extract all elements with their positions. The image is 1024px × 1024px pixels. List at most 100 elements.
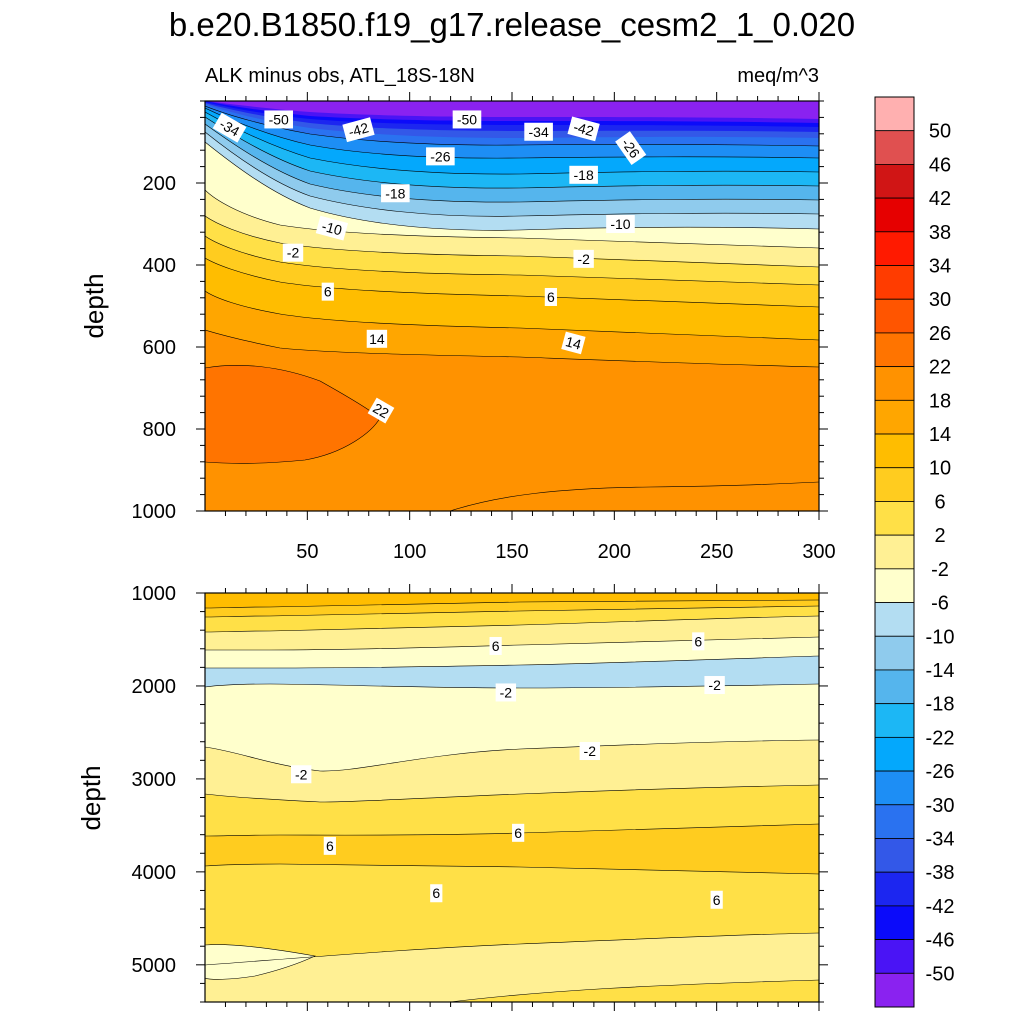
colorbar-swatch xyxy=(874,96,915,132)
contour-label-bg xyxy=(290,765,312,784)
colorbar-label: 10 xyxy=(929,458,951,480)
contour-label: -26 xyxy=(426,147,455,166)
colorbar-swatch xyxy=(874,366,915,401)
colorbar-swatch xyxy=(874,534,915,570)
colorbar-label: -38 xyxy=(926,862,955,884)
y-tick-label: 1000 xyxy=(132,501,177,523)
contour-label-text: 6 xyxy=(432,885,440,901)
contour-label-text: 6 xyxy=(326,838,334,854)
colorbar-swatch xyxy=(874,130,915,165)
colorbar-swatch xyxy=(874,804,915,839)
y-tick-label: 200 xyxy=(143,173,176,195)
contour-label-text: 6 xyxy=(514,825,522,841)
y-tick-label: 2000 xyxy=(132,676,177,698)
y-tick-label: 800 xyxy=(143,419,176,441)
colorbar-label: 34 xyxy=(929,256,951,278)
contour-label-bg xyxy=(367,397,395,424)
contour-label-bg xyxy=(704,676,725,695)
contour-label-bg xyxy=(452,110,482,129)
contour-label: 22 xyxy=(367,397,395,424)
colorbar-label: -42 xyxy=(926,896,955,918)
x-tick-label: 200 xyxy=(598,541,631,563)
contour-label-text: -18 xyxy=(385,185,405,201)
contour-label: -50 xyxy=(452,110,482,129)
colorbar-swatch xyxy=(874,669,915,705)
contour-label-text: -2 xyxy=(584,743,597,759)
contour-label: -34 xyxy=(212,112,247,143)
contour-label: -2 xyxy=(579,742,600,761)
colorbar-swatch xyxy=(874,736,915,772)
contour-label-text: 6 xyxy=(694,633,702,649)
contour-label-text: -2 xyxy=(500,684,513,700)
colorbar-label: -22 xyxy=(926,727,955,749)
colorbar-swatch xyxy=(874,332,915,368)
units-label: meq/m^3 xyxy=(737,65,819,87)
colorbar: 50 46 42 38 34 30 26 22 18 14 10 6 2 -2 -6 -10 -14 -18 -22… xyxy=(874,96,955,1008)
upper-contour-field xyxy=(205,101,819,511)
colorbar-swatch xyxy=(874,703,915,738)
colorbar-label: 30 xyxy=(929,289,951,311)
colorbar-swatch xyxy=(874,972,915,1008)
contour-label: 6 xyxy=(710,890,723,909)
colorbar-label: 14 xyxy=(929,424,951,446)
colorbar-swatch xyxy=(874,905,915,940)
contour-label: -2 xyxy=(704,676,725,695)
contour-label-text: -2 xyxy=(287,245,300,261)
contour-label-bg xyxy=(495,683,517,702)
contour-label-text: -50 xyxy=(269,111,289,127)
colorbar-swatch xyxy=(874,265,915,300)
contour-label-bg xyxy=(315,215,349,241)
contour-label: -2 xyxy=(290,765,312,784)
colorbar-label: -46 xyxy=(926,930,955,952)
colorbar-label: -34 xyxy=(926,828,955,850)
contour-label-text: 22 xyxy=(370,400,392,422)
y-tick-label: 5000 xyxy=(132,955,177,977)
contour-label: 6 xyxy=(489,636,502,655)
contour-label: 6 xyxy=(512,823,525,842)
y-tick-label: 3000 xyxy=(132,769,177,791)
upper-y-axis-label: depth xyxy=(79,273,109,338)
contour-label-text: -50 xyxy=(457,111,477,127)
contour-label: 14 xyxy=(366,329,388,348)
colorbar-swatch xyxy=(874,197,915,233)
contour-label-text: 6 xyxy=(547,289,555,305)
contour-label-text: 14 xyxy=(564,333,583,353)
y-tick-label: 400 xyxy=(143,255,176,277)
colorbar-frame xyxy=(874,96,915,1008)
colorbar-label: -10 xyxy=(926,626,955,648)
colorbar-label: 22 xyxy=(929,357,951,379)
contour-label-text: -10 xyxy=(320,218,344,239)
contour-label: -2 xyxy=(573,249,594,268)
colorbar-swatch xyxy=(874,871,915,907)
lower-contour-field xyxy=(205,593,819,1002)
colorbar-swatch xyxy=(874,838,915,873)
y-tick-label: 600 xyxy=(143,337,176,359)
lower-panel: 6 6 -2 -2 -2 -2 6 6 6 6 1000 2000 3000 4000 5000 dept… xyxy=(76,583,828,1011)
contour-label: -2 xyxy=(495,683,517,702)
contour-label-bg xyxy=(606,215,635,233)
colorbar-label: -26 xyxy=(926,761,955,783)
colorbar-label: 6 xyxy=(934,491,945,513)
colorbar-swatch xyxy=(874,231,915,266)
contour-label-bg xyxy=(366,329,388,348)
colorbar-label: 2 xyxy=(934,525,945,547)
upper-panel-title: ALK minus obs, ATL_18S-18N xyxy=(205,65,475,87)
contour-label-bg xyxy=(282,243,304,262)
contour-label-bg xyxy=(567,116,600,142)
x-tick-label: 100 xyxy=(393,541,426,563)
contour-label-text: -10 xyxy=(610,216,630,232)
contour-label-text: -42 xyxy=(572,119,596,140)
x-tick-label: 300 xyxy=(802,541,835,563)
colorbar-swatch xyxy=(874,770,915,806)
contour-label: 6 xyxy=(321,282,334,301)
colorbar-label: 46 xyxy=(929,154,951,176)
contour-label-bg xyxy=(512,823,525,842)
contour-label-bg xyxy=(323,836,336,855)
contour-label-text: 14 xyxy=(369,331,385,347)
contour-label-text: -2 xyxy=(295,766,308,782)
colorbar-swatch xyxy=(874,298,915,334)
contour-label: -42 xyxy=(342,117,375,143)
contour-label: 6 xyxy=(323,836,336,855)
contour-label: -10 xyxy=(606,215,635,233)
